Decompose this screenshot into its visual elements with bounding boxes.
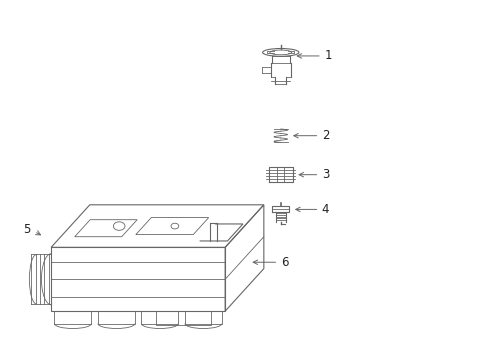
Text: 3: 3 (321, 168, 328, 181)
Text: 4: 4 (321, 203, 329, 216)
Text: 1: 1 (324, 49, 331, 62)
Text: 5: 5 (23, 223, 31, 236)
Text: 2: 2 (321, 129, 329, 142)
Text: 6: 6 (280, 256, 287, 269)
